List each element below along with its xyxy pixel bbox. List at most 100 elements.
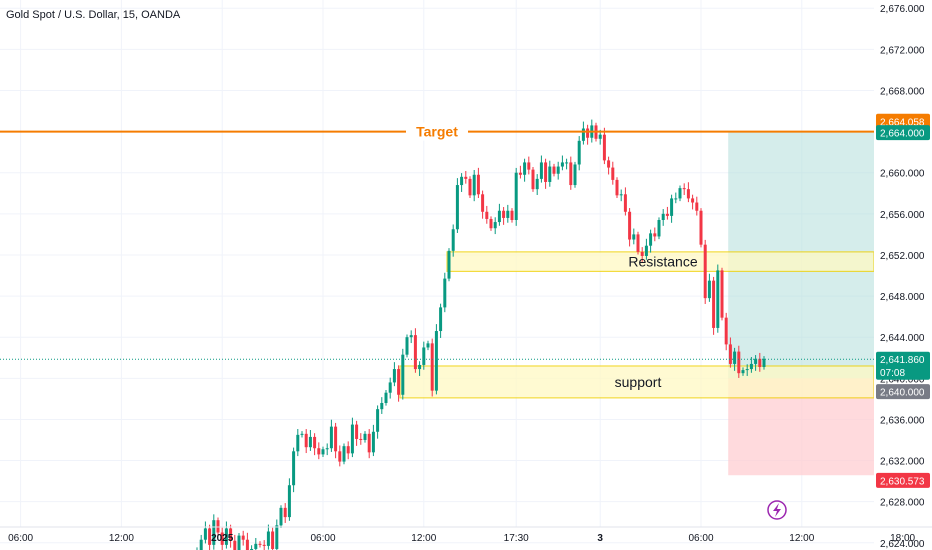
y-tick-label: 2,652.000 [880,251,925,262]
x-tick-label: 06:00 [310,533,335,544]
candle-body [392,369,396,383]
lightning-icon-bolt [773,503,781,517]
candle-body [607,160,611,168]
candle-body [531,169,535,190]
candle-body [762,358,766,368]
candle-body [371,431,375,453]
candle-body [216,520,220,533]
candle-body [447,250,451,279]
y-tick-label: 2,628.000 [880,498,925,509]
support-label: support [615,374,662,390]
candle-body [224,528,228,545]
candle-body [367,433,371,453]
target-badge: 2,664.000 [880,129,925,140]
candle-body [728,344,732,364]
y-tick-label: 2,640.000 [880,374,925,385]
target-label: Target [416,124,458,140]
candle-body [443,278,447,308]
candle-body [577,140,581,165]
candle-body [611,167,615,180]
candle-body [636,234,640,252]
candle-body [300,433,304,435]
y-tick-label: 2,636.000 [880,415,925,426]
candle-body [212,520,216,545]
candle-body [476,174,480,195]
lightning-icon-ring [767,500,787,520]
candle-body [292,451,296,486]
candle-body [430,343,434,391]
candle-body [724,317,728,345]
price-axis [874,0,932,550]
candle-body [510,210,514,220]
y-tick-label: 2,660.000 [880,169,925,180]
candle-body [569,162,573,186]
candle-body [275,525,279,549]
candle-body [586,128,590,138]
candle-body [245,539,249,550]
chart-title: Gold Spot / U.S. Dollar, 15, OANDA [6,9,181,21]
candle-body [741,370,745,374]
x-tick-label: 2025 [211,533,234,544]
candle-body [707,280,711,299]
candle-body [506,210,510,218]
candle-body [397,369,401,395]
candle-body [556,166,560,174]
candle-body [581,128,585,141]
candle-body [325,448,329,450]
candle-body [464,176,468,179]
x-tick-label: 12:00 [109,533,134,544]
candle-body [384,392,388,403]
candle-body [598,134,602,139]
y-tick-label: 2,624.000 [880,539,925,550]
candle-body [502,210,506,218]
candle-body [649,233,653,246]
candle-body [602,134,606,161]
candle-body [401,354,405,395]
candle-body [451,229,455,251]
entry-badge: 2,640.000 [880,388,925,399]
candle-body [455,185,459,230]
candle-body [287,485,291,518]
candle-body [619,194,623,196]
candle-body [199,539,203,550]
candle-body [514,172,518,220]
candle-body [405,337,409,355]
candle-body [208,528,212,545]
candle-body [380,402,384,410]
candle-body [296,434,300,452]
x-tick-label: 06:00 [8,533,33,544]
stop-badge-bg [876,472,930,488]
candle-body [670,198,674,216]
candle-body [258,543,262,545]
candle-body [422,347,426,365]
candle-body [250,548,254,550]
candle-body [350,424,354,454]
candle-body [338,451,342,462]
candle-body [565,162,569,164]
candle-body [560,162,564,167]
candle-body [527,162,531,170]
candle-body [653,233,657,237]
candle-body [758,358,762,368]
candle-body [615,179,619,196]
candle-body [359,438,363,440]
target-alt-badge-bg [876,113,930,129]
candle-body [544,162,548,182]
candle-body [241,535,245,540]
candle-body [716,270,720,328]
y-tick-label: 2,632.000 [880,457,925,468]
candle-body [665,213,669,216]
candle-body [342,446,346,462]
candle-body [674,198,678,200]
x-tick-label: 12:00 [411,533,436,544]
candle-body [481,194,485,212]
resistance-label: Resistance [628,254,697,270]
candle-body [678,188,682,199]
target-alt-badge: 2,664.058 [880,117,925,128]
candle-body [363,433,367,440]
drawing-layer [399,131,875,476]
candle-body [304,433,308,448]
candle-body [720,270,724,318]
